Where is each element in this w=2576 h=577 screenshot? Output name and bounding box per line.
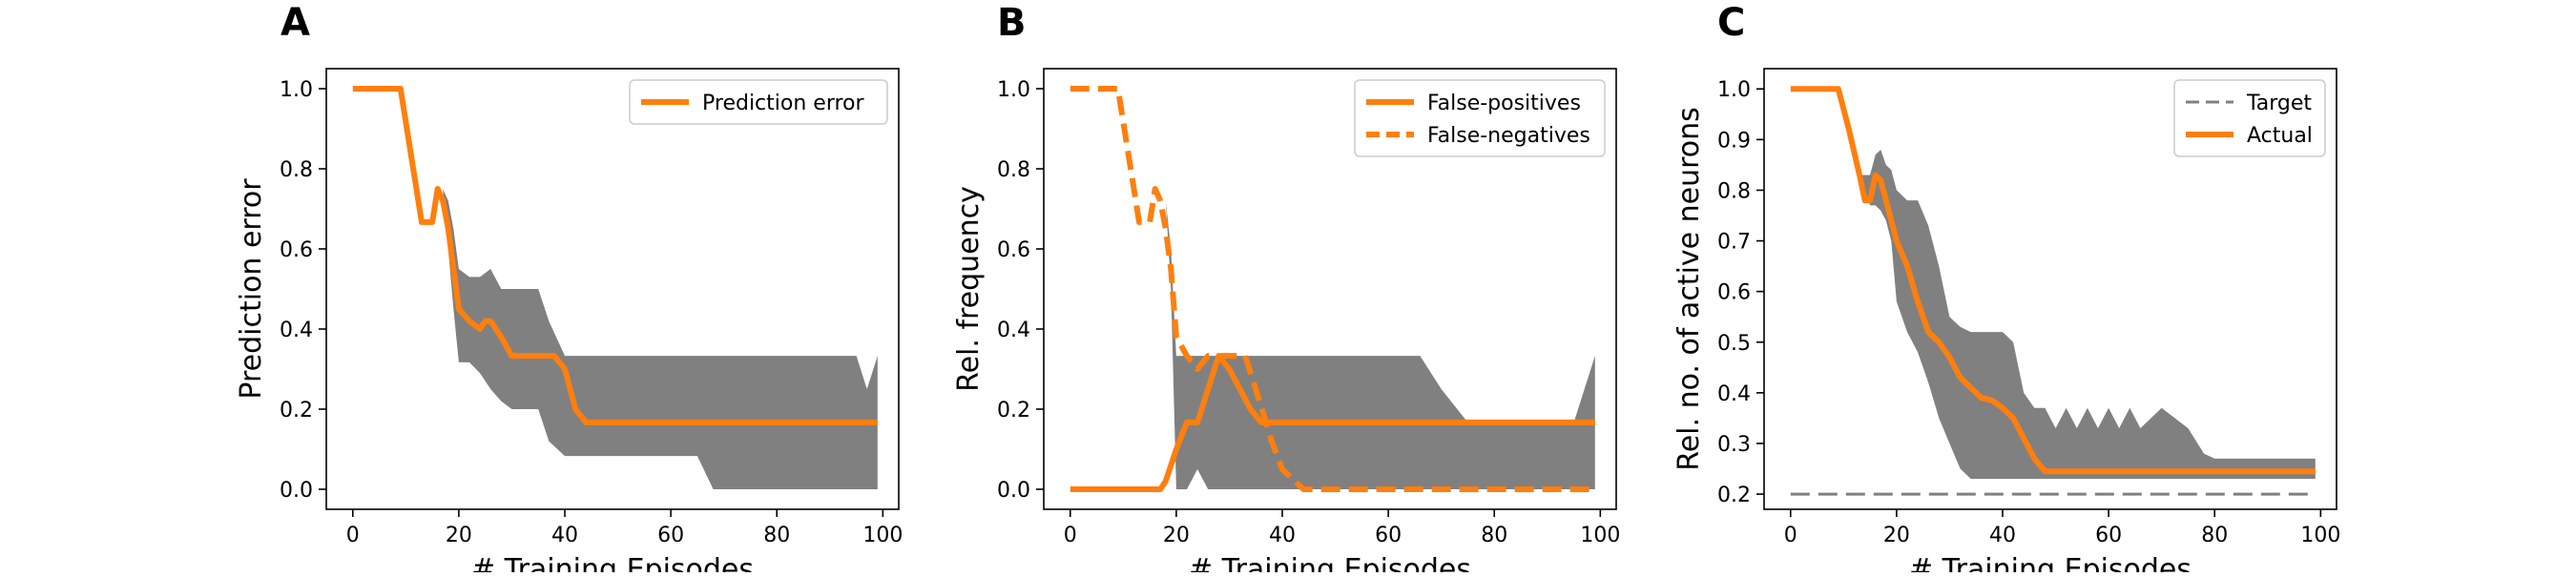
panel-b: B 0 20 40 60 80 100 0.0 0.2 0.4 0.6 0.8 1.0 # Trai…: [952, 1, 1620, 577]
panel-a-legend: Prediction error: [629, 79, 888, 125]
panel-c-y-tick-label: 1.0: [1717, 78, 1751, 102]
panel-b-series-false-positives: [1070, 353, 1595, 492]
panel-a-x-tick-label: 100: [862, 524, 903, 547]
panel-a-y-ticks: 0.0 0.2 0.4 0.6 0.8 1.0: [280, 78, 326, 503]
panel-c-legend: Target Actual: [2173, 79, 2326, 157]
panel-a-band: [352, 89, 878, 489]
panel-c-x-tick-label: 0: [1784, 524, 1797, 547]
panel-c-y-ticks: 0.2 0.3 0.4 0.5 0.6 0.7 0.8 0.9 1.0: [1717, 78, 1764, 507]
panel-b-y-ticks: 0.0 0.2 0.4 0.6 0.8 1.0: [997, 78, 1044, 503]
panel-b-y-tick-label: 0.8: [997, 158, 1030, 182]
panel-c-y-tick-label: 0.5: [1717, 332, 1751, 356]
panel-c-y-tick-label: 0.6: [1717, 281, 1751, 305]
panel-c-series-actual: [1790, 86, 2316, 475]
panel-c-y-tick-label: 0.9: [1717, 129, 1751, 153]
panel-a-x-tick-label: 40: [551, 524, 578, 547]
panel-c-band-area: [1790, 89, 2316, 480]
panel-c-axes-frame: [1763, 68, 2337, 510]
panel-a-x-tick-label: 80: [763, 524, 790, 547]
panel-b-x-tick-label: 40: [1269, 524, 1296, 547]
panel-c-x-tick-label: 80: [2201, 524, 2228, 547]
panel-b-letter: B: [997, 1, 1027, 45]
panel-b-y-tick-label: 0.4: [997, 319, 1030, 342]
panel-b-legend-box: [1354, 79, 1606, 157]
panel-c-x-tick-label: 100: [2300, 524, 2340, 547]
panel-a-band-area: [352, 89, 878, 489]
panel-b-y-tick-label: 0.6: [997, 238, 1030, 262]
panel-a-legend-box: [629, 79, 888, 125]
panel-a-y-tick-label: 0.4: [280, 319, 313, 342]
panel-c-letter: C: [1717, 1, 1745, 45]
panel-c-y-tick-label: 0.7: [1717, 231, 1751, 255]
panel-a-y-tick-label: 0.2: [280, 399, 313, 422]
panel-c-x-tick-label: 60: [2095, 524, 2122, 547]
panel-b-x-tick-label: 80: [1481, 524, 1507, 547]
panel-a-x-tick-label: 60: [657, 524, 684, 547]
panel-b-y-tick-label: 1.0: [997, 78, 1030, 102]
panel-a-series: [352, 86, 878, 425]
panel-b-legend-label-false-negatives: False-negatives: [1427, 124, 1590, 148]
panel-b-x-tick-label: 60: [1375, 524, 1402, 547]
panel-a-x-axis-label: # Training Episodes: [471, 553, 754, 572]
panel-b-legend-label-false-positives: False-positives: [1427, 92, 1581, 115]
panel-c-x-tick-label: 40: [1989, 524, 2016, 547]
panel-a-axes-frame: [325, 68, 900, 510]
panel-c-band: [1790, 89, 2316, 480]
panel-c-x-axis-label: # Training Episodes: [1909, 553, 2192, 572]
panel-b-y-tick-label: 0.0: [997, 479, 1030, 503]
panel-b-band: [1070, 189, 1595, 489]
panel-a-x-ticks: 0 20 40 60 80 100: [346, 509, 903, 547]
panel-c-x-tick-label: 20: [1883, 524, 1910, 547]
panel-c-y-tick-label: 0.2: [1717, 484, 1751, 507]
panel-a-y-tick-label: 1.0: [280, 78, 313, 102]
panel-c-y-tick-label: 0.4: [1717, 382, 1751, 406]
panel-b-x-axis-label: # Training Episodes: [1189, 553, 1471, 572]
panel-b-x-tick-label: 100: [1580, 524, 1620, 547]
panel-a-letter: A: [280, 1, 310, 45]
panel-a-y-tick-label: 0.8: [280, 158, 313, 182]
panel-a-y-tick-label: 0.6: [280, 238, 313, 262]
panel-c-series: [1790, 86, 2316, 496]
panel-a-y-axis-label: Prediction error: [235, 178, 268, 400]
panel-b-y-tick-label: 0.2: [997, 399, 1030, 422]
panel-a-x-tick-label: 0: [346, 524, 360, 547]
panel-c: C 0 20 40 60 80 100 0.2 0.3 0.4 0.5 0.6 0.7 0.8 0.9 1…: [1672, 1, 2340, 577]
panel-b-x-ticks: 0 20 40 60 80 100: [1064, 509, 1620, 547]
panel-b-axes-frame: [1043, 68, 1617, 510]
panel-a-y-tick-label: 0.0: [280, 479, 313, 503]
panel-a-x-tick-label: 20: [446, 524, 472, 547]
panel-b-x-tick-label: 20: [1163, 524, 1190, 547]
panel-b-y-axis-label: Rel. frequency: [952, 186, 986, 392]
panel-c-legend-label-target: Target: [2246, 92, 2312, 115]
panel-c-legend-label-actual: Actual: [2247, 124, 2313, 148]
panel-a-legend-label-prediction-error: Prediction error: [702, 92, 864, 115]
panel-c-y-tick-label: 0.8: [1717, 179, 1751, 203]
panel-c-y-tick-label: 0.3: [1717, 433, 1751, 457]
panel-a-series-prediction-error: [352, 86, 878, 425]
panel-a: A 0 20 40 60 80 100 0.0 0.2 0.4 0.6 0.8 1.0 # Trai…: [235, 1, 903, 577]
panel-b-legend: False-positives False-negatives: [1354, 79, 1606, 157]
panel-b-x-tick-label: 0: [1064, 524, 1077, 547]
panel-b-band-area: [1070, 189, 1595, 489]
panel-c-x-ticks: 0 20 40 60 80 100: [1784, 509, 2340, 547]
panel-c-y-axis-label: Rel. no. of active neurons: [1672, 107, 1706, 471]
panel-b-series: [1070, 86, 1595, 492]
panel-b-series-false-negatives: [1070, 86, 1595, 492]
